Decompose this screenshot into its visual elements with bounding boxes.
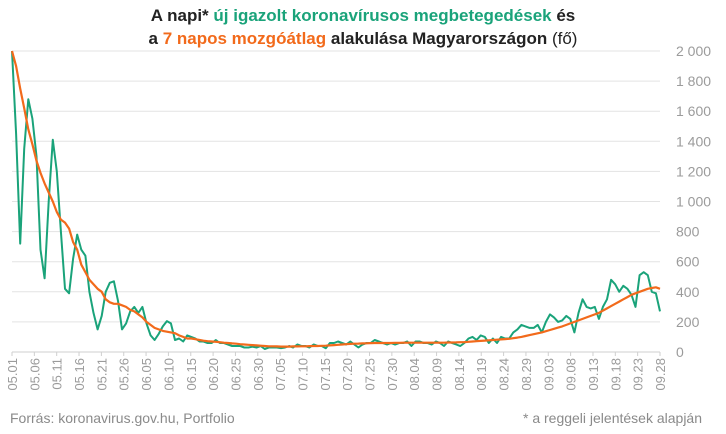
x-tick-label: 06.20 xyxy=(206,358,221,391)
x-tick-label: 05.06 xyxy=(27,358,42,391)
x-tick-label: 08.09 xyxy=(430,358,445,391)
x-tick-label: 09.18 xyxy=(608,358,623,391)
title-text: és xyxy=(551,6,576,25)
x-tick-label: 09.23 xyxy=(631,358,646,391)
source-note: Forrás: koronavirus.gov.hu, Portfolio xyxy=(10,410,235,426)
x-tick-label: 08.24 xyxy=(497,358,512,391)
y-tick-label: 2 000 xyxy=(676,43,711,59)
x-tick-label: 05.16 xyxy=(72,358,87,391)
series-line-avg xyxy=(10,50,661,348)
y-axis: 0 200 400 600 800 1 000 1 200 1 400 1 600 1 800 2 … xyxy=(676,43,711,360)
x-tick-label: 08.04 xyxy=(407,358,422,391)
x-tick-label: 07.20 xyxy=(340,358,355,391)
y-tick-label: 1 800 xyxy=(676,73,711,89)
y-tick-label: 1 600 xyxy=(676,103,711,119)
x-tick-label: 09.03 xyxy=(541,358,556,391)
x-tick-label: 07.10 xyxy=(295,358,310,391)
grid xyxy=(12,50,660,353)
chart-title-line1: A napi* új igazolt koronavírusos megbete… xyxy=(0,6,726,26)
x-tick-label: 07.15 xyxy=(318,358,333,391)
y-tick-label: 1 400 xyxy=(676,133,711,149)
x-tick-label: 05.26 xyxy=(117,358,132,391)
x-tick-label: 06.30 xyxy=(251,358,266,391)
y-tick-label: 800 xyxy=(676,224,700,240)
x-tick-label: 09.28 xyxy=(653,358,668,391)
title-text: alakulása Magyarországon xyxy=(326,29,552,48)
chart-title-line2: a 7 napos mozgóátlag alakulása Magyarors… xyxy=(0,29,726,49)
x-tick-label: 05.21 xyxy=(94,358,109,391)
x-tick-label: 07.25 xyxy=(363,358,378,391)
title-unit: (fő) xyxy=(551,29,578,48)
x-tick-label: 07.05 xyxy=(273,358,288,391)
title-text: A napi* xyxy=(150,6,214,25)
title-text: a xyxy=(148,29,163,48)
x-tick-label: 09.08 xyxy=(564,358,579,391)
y-tick-label: 1 200 xyxy=(676,163,711,179)
x-tick-label: 06.15 xyxy=(184,358,199,391)
x-tick-label: 06.25 xyxy=(228,358,243,391)
y-tick-label: 600 xyxy=(676,254,700,270)
x-tick-label: 07.30 xyxy=(385,358,400,391)
x-tick-label: 05.01 xyxy=(5,358,20,391)
x-tick-label: 08.14 xyxy=(452,358,467,391)
title-avg-highlight: 7 napos mozgóátlag xyxy=(162,29,327,48)
y-tick-label: 1 000 xyxy=(676,194,711,210)
x-axis: 05.01 05.06 05.11 05.16 05.21 05.26 06.05 06.10… xyxy=(5,352,668,391)
series-line-daily xyxy=(11,50,661,350)
x-tick-label: 08.19 xyxy=(474,358,489,391)
footnote: * a reggeli jelentések alapján xyxy=(522,410,702,426)
x-tick-label: 06.05 xyxy=(139,358,154,391)
x-tick-label: 06.10 xyxy=(161,358,176,391)
x-tick-label: 08.29 xyxy=(519,358,534,391)
title-daily-highlight: új igazolt koronavírusos megbetegedések xyxy=(213,6,552,25)
x-tick-label: 05.11 xyxy=(50,358,65,390)
y-tick-label: 400 xyxy=(676,284,700,300)
y-tick-label: 0 xyxy=(676,344,684,360)
x-tick-label: 09.13 xyxy=(586,358,601,391)
y-tick-label: 200 xyxy=(676,314,700,330)
